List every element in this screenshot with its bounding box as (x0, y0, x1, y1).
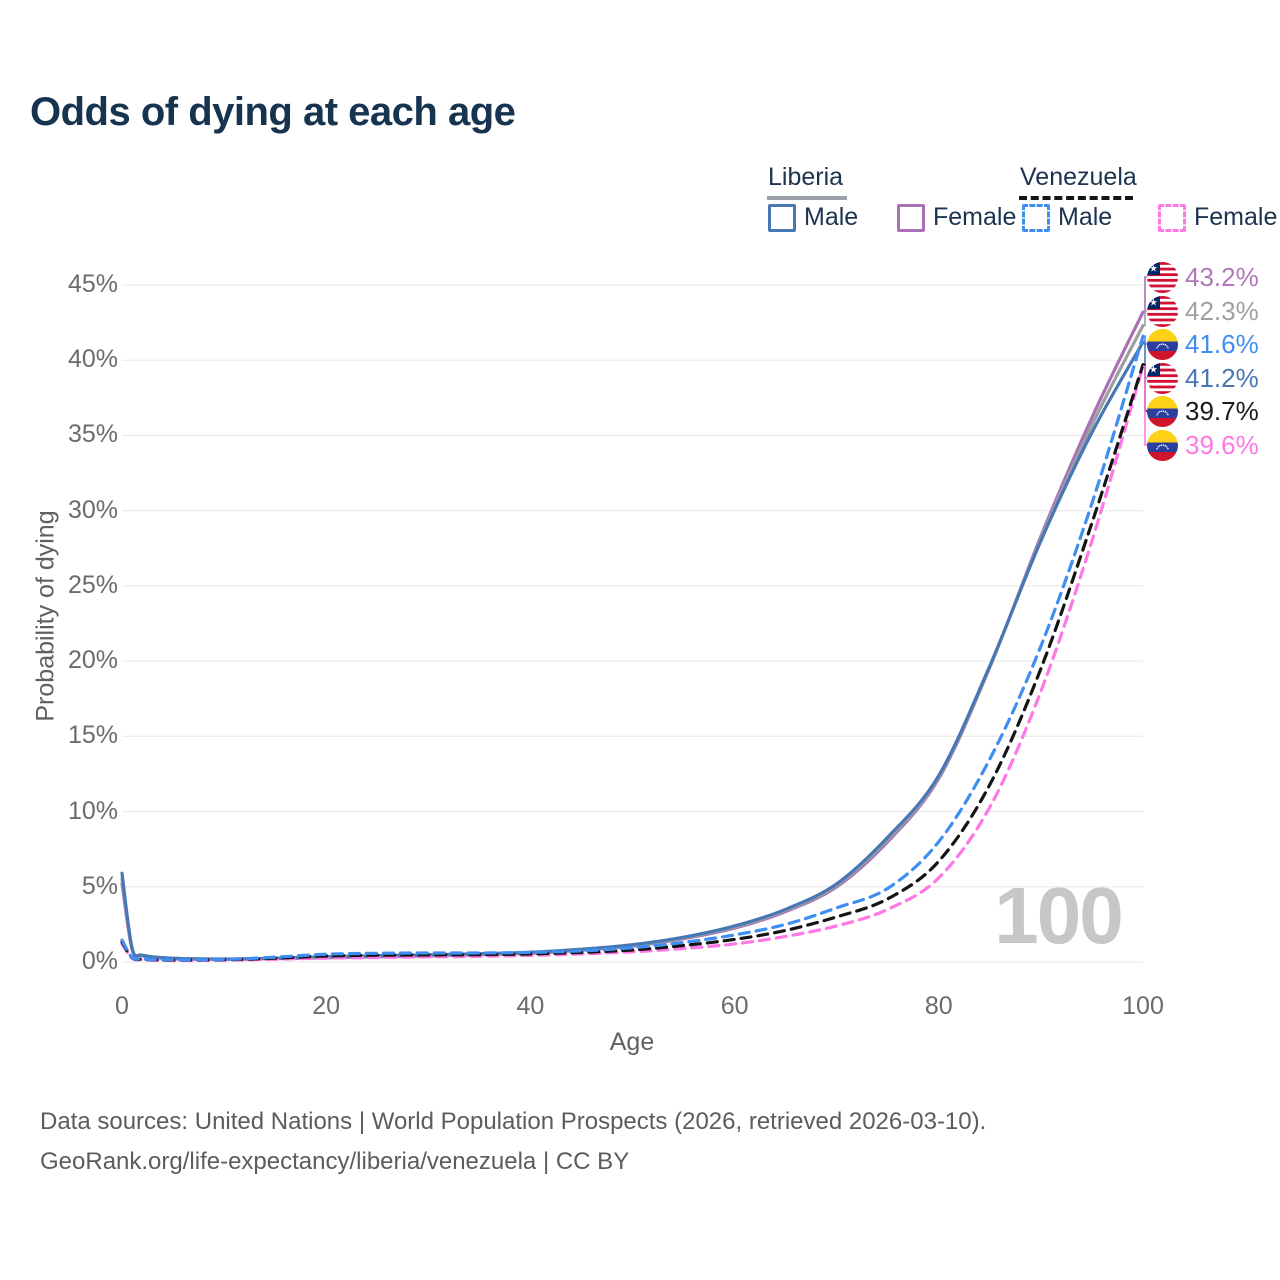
attribution-link[interactable]: GeoRank.org/life-expectancy/liberia/vene… (40, 1148, 630, 1175)
liberia-flag-icon (1147, 363, 1178, 394)
x-tick-label: 60 (720, 992, 749, 1020)
legend-country-venezuela: Venezuela (1020, 163, 1137, 191)
end-label-venezuela-both: 39.7% (1147, 395, 1259, 427)
series-line-liberia-male (120, 340, 1145, 961)
legend-venezuela-line-sample (1019, 196, 1133, 200)
venezuela-male-swatch-icon (1022, 203, 1050, 232)
y-tick-label: 30% (67, 495, 118, 524)
legend-label: Male (804, 203, 859, 231)
venezuela-flag-icon (1147, 329, 1178, 360)
y-tick-label: 35% (67, 420, 118, 449)
end-label-liberia-female: 43.2% (1147, 261, 1259, 293)
legend-label: Female (1194, 203, 1278, 231)
end-label-value: 42.3% (1185, 295, 1259, 326)
x-tick-label: 20 (312, 992, 341, 1020)
legend-liberia-line-sample (767, 196, 847, 200)
y-tick-label: 45% (67, 270, 118, 298)
liberia-male-swatch-icon (768, 203, 796, 232)
liberia-flag-icon (1147, 296, 1178, 327)
liberia-female-swatch-icon (897, 203, 925, 232)
end-label-venezuela-male: 41.6% (1147, 328, 1259, 360)
data-sources-text: Data sources: United Nations | World Pop… (40, 1108, 987, 1135)
x-axis-title: Age (609, 1028, 655, 1056)
end-label-liberia-both: 42.3% (1147, 295, 1259, 327)
page-title: Odds of dying at each age (30, 90, 516, 134)
y-tick-label: 5% (81, 871, 118, 900)
venezuela-flag-icon (1147, 430, 1178, 461)
y-tick-label: 10% (67, 796, 118, 825)
legend-item-liberia-male[interactable]: Male (768, 203, 858, 232)
leader-line (1143, 276, 1148, 313)
leader-line (1143, 365, 1148, 446)
liberia-flag-icon (1147, 262, 1178, 293)
y-tick-label: 15% (67, 721, 118, 750)
end-label-value: 41.6% (1185, 328, 1259, 359)
legend-item-venezuela-female[interactable]: Female (1158, 203, 1277, 232)
y-tick-label: 20% (67, 646, 118, 675)
legend-item-liberia-female[interactable]: Female (897, 203, 1016, 232)
x-tick-label: 80 (924, 992, 953, 1020)
x-tick-label: 40 (516, 992, 545, 1020)
leader-line (1143, 341, 1148, 379)
end-label-value: 43.2% (1185, 261, 1259, 292)
leader-line (1143, 335, 1148, 345)
legend-label: Female (933, 203, 1017, 231)
venezuela-female-swatch-icon (1158, 203, 1186, 232)
end-label-value: 39.7% (1185, 395, 1259, 426)
legend-item-venezuela-male[interactable]: Male (1022, 203, 1112, 232)
series-line-venezuela-male (120, 334, 1145, 962)
leader-line (1143, 310, 1148, 327)
y-tick-label: 0% (81, 947, 118, 975)
x-tick-label: 100 (1122, 992, 1164, 1020)
end-label-liberia-male: 41.2% (1147, 362, 1259, 394)
venezuela-flag-icon (1147, 396, 1178, 427)
end-label-value: 39.6% (1185, 429, 1259, 460)
series-line-liberia-female (120, 310, 1145, 961)
series-line-liberia-both (120, 324, 1145, 961)
x-tick-label: 0 (115, 992, 129, 1020)
y-tick-label: 40% (67, 345, 118, 374)
end-label-value: 41.2% (1185, 362, 1259, 393)
y-axis-title: Probability of dying (31, 510, 60, 722)
legend-country-liberia: Liberia (768, 163, 844, 191)
legend-label: Male (1058, 203, 1113, 231)
end-label-venezuela-female: 39.6% (1147, 429, 1259, 461)
age-counter-watermark: 100 (994, 871, 1123, 960)
y-tick-label: 25% (67, 570, 118, 599)
